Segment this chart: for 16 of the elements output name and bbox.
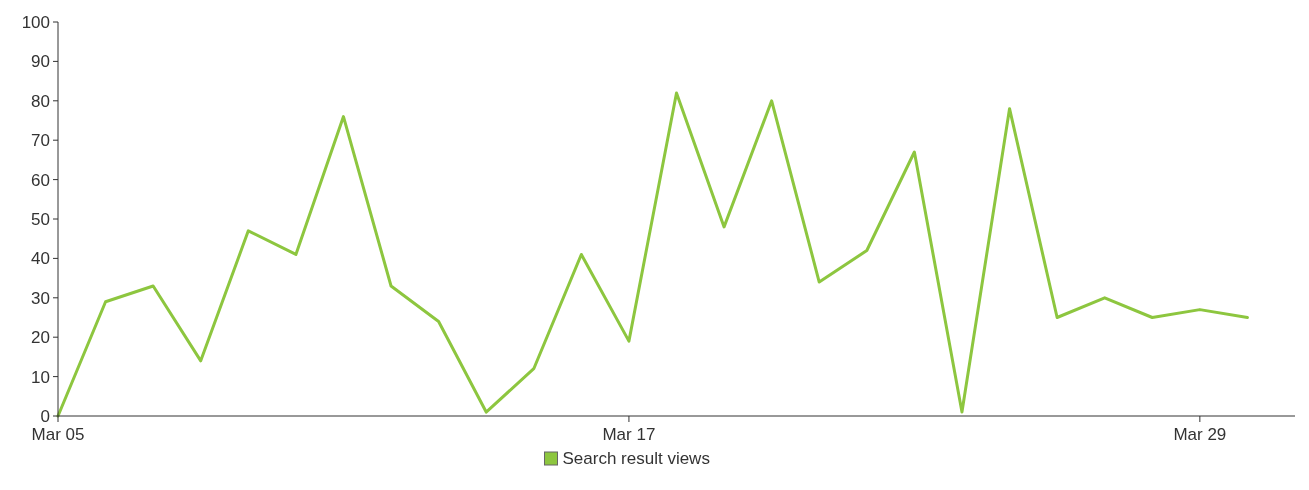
x-tick-label: Mar 29: [1173, 425, 1227, 444]
y-tick-label: 30: [31, 288, 50, 308]
y-tick-label: 60: [31, 170, 50, 190]
y-tick-label: 0: [40, 406, 50, 426]
y-tick-label: 100: [21, 12, 50, 32]
y-tick-label: 40: [31, 249, 50, 269]
y-tick-label: 20: [31, 328, 50, 348]
line-series: [56, 91, 1249, 418]
y-tick-label: 70: [31, 131, 50, 151]
legend-label: Search result views: [562, 449, 710, 468]
y-tick-label: 90: [31, 52, 50, 72]
x-tick-label: Mar 05: [31, 425, 85, 444]
y-tick-label: 10: [31, 367, 50, 387]
x-tick-label: Mar 17: [602, 425, 656, 444]
y-tick-label: 50: [31, 209, 50, 229]
y-tick-label: 80: [31, 91, 50, 111]
